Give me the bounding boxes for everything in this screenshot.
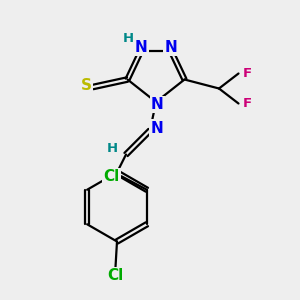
Text: N: N <box>150 121 163 136</box>
Text: F: F <box>243 97 252 110</box>
Text: N: N <box>165 40 177 55</box>
Text: Cl: Cl <box>107 268 124 284</box>
Text: F: F <box>243 67 252 80</box>
Text: H: H <box>123 32 134 45</box>
Text: N: N <box>151 97 164 112</box>
Text: Cl: Cl <box>104 169 120 184</box>
Text: S: S <box>81 78 92 93</box>
Text: H: H <box>107 142 118 155</box>
Text: N: N <box>135 40 147 55</box>
